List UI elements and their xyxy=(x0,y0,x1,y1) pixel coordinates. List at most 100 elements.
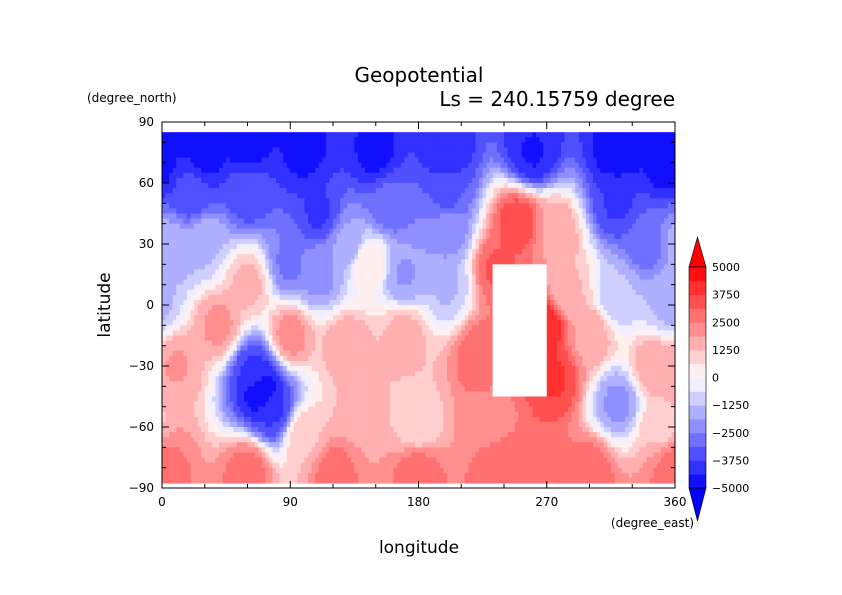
heatmap-cell xyxy=(372,208,377,215)
heatmap-cell xyxy=(610,193,616,199)
heatmap-cell xyxy=(439,193,445,199)
heatmap-cell xyxy=(475,152,480,159)
heatmap-cell xyxy=(471,238,477,245)
heatmap-cell xyxy=(571,162,576,169)
heatmap-cell xyxy=(493,203,498,210)
heatmap-cell xyxy=(436,132,441,138)
heatmap-cell xyxy=(436,259,441,265)
heatmap-cell xyxy=(208,299,213,306)
heatmap-cell xyxy=(357,172,363,179)
heatmap-cell xyxy=(311,218,316,225)
heatmap-cell xyxy=(268,172,274,179)
heatmap-cell xyxy=(390,305,395,311)
heatmap-cell xyxy=(568,223,573,230)
heatmap-cell xyxy=(461,238,466,245)
heatmap-cell xyxy=(525,188,530,194)
heatmap-cell xyxy=(439,132,445,138)
heatmap-cell xyxy=(222,254,227,260)
heatmap-cell xyxy=(671,167,675,174)
heatmap-cell xyxy=(404,223,409,230)
heatmap-cell xyxy=(290,289,295,296)
heatmap-cell xyxy=(536,167,541,174)
heatmap-cell xyxy=(657,279,662,286)
heatmap-cell xyxy=(400,132,405,138)
heatmap-cell xyxy=(315,203,320,210)
heatmap-cell xyxy=(642,183,648,189)
heatmap-cell xyxy=(404,162,409,169)
heatmap-cell xyxy=(632,208,637,215)
heatmap-cell xyxy=(578,238,583,245)
heatmap-cell xyxy=(650,147,655,154)
heatmap-cell xyxy=(162,279,167,286)
heatmap-cell xyxy=(286,162,291,169)
heatmap-cell xyxy=(375,183,380,189)
heatmap-cell xyxy=(422,284,427,291)
heatmap-cell xyxy=(247,233,252,240)
heatmap-cell xyxy=(243,208,249,215)
heatmap-cell xyxy=(571,249,576,255)
heatmap-cell xyxy=(600,152,605,159)
heatmap-cell xyxy=(493,208,498,215)
heatmap-cell xyxy=(251,284,256,291)
heatmap-cell xyxy=(493,167,498,174)
heatmap-cell xyxy=(375,137,380,143)
heatmap-cell xyxy=(450,157,455,164)
heatmap-cell xyxy=(169,279,174,286)
heatmap-cell xyxy=(343,162,348,169)
heatmap-cell xyxy=(582,188,587,194)
heatmap-cell xyxy=(236,188,241,194)
heatmap-cell xyxy=(261,289,266,296)
heatmap-cell xyxy=(671,183,675,189)
heatmap-cell xyxy=(532,188,537,194)
heatmap-cell xyxy=(596,177,601,184)
heatmap-cell xyxy=(240,233,245,240)
heatmap-cell xyxy=(642,157,648,164)
heatmap-cell xyxy=(482,172,487,179)
heatmap-cell xyxy=(350,289,355,296)
heatmap-cell xyxy=(479,269,484,276)
heatmap-cell xyxy=(621,289,626,296)
heatmap-cell xyxy=(468,162,473,169)
heatmap-cell xyxy=(261,167,266,174)
heatmap-cell xyxy=(489,147,494,154)
heatmap-cell xyxy=(386,213,391,220)
heatmap-cell xyxy=(186,183,192,189)
heatmap-cell xyxy=(400,172,405,179)
heatmap-cell xyxy=(251,254,256,260)
heatmap-cell xyxy=(414,299,420,306)
heatmap-cell xyxy=(496,177,502,184)
heatmap-cell xyxy=(347,284,352,291)
heatmap-cell xyxy=(514,233,519,240)
heatmap-cell xyxy=(215,269,220,276)
heatmap-cell xyxy=(557,142,562,149)
heatmap-cell xyxy=(553,233,559,240)
heatmap-cell xyxy=(379,238,384,245)
heatmap-cell xyxy=(315,249,320,255)
heatmap-cell xyxy=(468,233,473,240)
heatmap-cell xyxy=(468,294,473,301)
heatmap-cell xyxy=(276,157,281,164)
heatmap-cell xyxy=(443,142,448,149)
heatmap-cell xyxy=(400,269,405,276)
heatmap-cell xyxy=(247,249,252,255)
heatmap-cell xyxy=(300,284,306,291)
heatmap-cell xyxy=(546,198,551,204)
heatmap-cell xyxy=(550,132,555,138)
heatmap-cell xyxy=(204,147,209,154)
heatmap-cell xyxy=(222,167,227,174)
heatmap-cell xyxy=(482,264,487,271)
heatmap-cell xyxy=(600,177,605,184)
heatmap-cell xyxy=(236,264,241,271)
heatmap-cell xyxy=(261,284,266,291)
heatmap-cell xyxy=(279,142,284,149)
heatmap-cell xyxy=(514,183,519,189)
heatmap-cell xyxy=(197,172,202,179)
heatmap-cell xyxy=(578,147,583,154)
heatmap-cell xyxy=(311,299,316,306)
heatmap-cell xyxy=(325,142,331,149)
heatmap-cell xyxy=(614,137,619,143)
heatmap-cell xyxy=(589,198,594,204)
heatmap-cell xyxy=(532,228,537,235)
heatmap-cell xyxy=(610,172,616,179)
heatmap-cell xyxy=(329,249,334,255)
